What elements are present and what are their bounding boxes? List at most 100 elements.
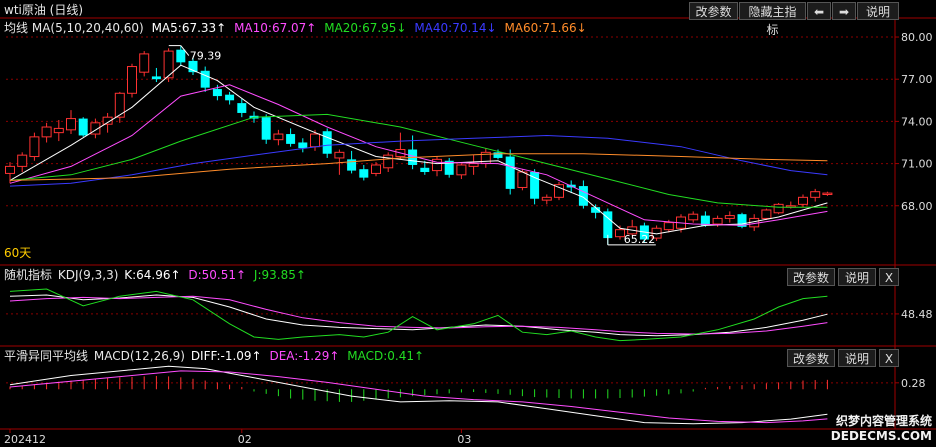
macd-help-button[interactable]: 说明 bbox=[838, 349, 876, 367]
kdj-d-value: D:50.51↑ bbox=[188, 268, 247, 282]
candle-body-up bbox=[615, 229, 625, 238]
candle-body-down bbox=[603, 211, 613, 239]
candle-body-up bbox=[29, 136, 40, 158]
candle-body-up bbox=[310, 133, 320, 148]
main-y-tick-label: 74.00 bbox=[901, 115, 933, 128]
candle-body-up bbox=[41, 126, 52, 138]
ma-legend: 均线 MA(5,10,20,40,60) MA5:67.33↑ MA10:67.… bbox=[4, 21, 587, 35]
line-ma60 bbox=[9, 153, 828, 181]
candle-body-up bbox=[773, 203, 784, 214]
high-price-label: 79.39 bbox=[190, 50, 222, 63]
kdj-modify-button[interactable]: 改参数 bbox=[787, 268, 835, 286]
candle-body-up bbox=[810, 191, 821, 198]
macd-y-tick-label: 0.28 bbox=[901, 377, 926, 390]
candle-body-up bbox=[66, 118, 76, 131]
ma-legend-params: MA(5,10,20,40,60) bbox=[31, 21, 144, 35]
candle-body-up bbox=[761, 209, 772, 219]
candle-body-up bbox=[5, 165, 15, 174]
candle-body-up bbox=[541, 196, 552, 201]
kdj-k-value: K:64.96↑ bbox=[124, 268, 181, 282]
candle-body-down bbox=[237, 103, 247, 113]
candle-body-up bbox=[517, 171, 528, 188]
kdj-line-k bbox=[9, 294, 828, 337]
macd-diff-value: DIFF:-1.09↑ bbox=[190, 349, 262, 363]
ma5-value: MA5:67.33↑ bbox=[151, 21, 227, 35]
ma10-value: MA10:67.07↑ bbox=[234, 21, 317, 35]
chart-title: wti原油 (日线) bbox=[4, 3, 84, 17]
candle-body-down bbox=[212, 89, 222, 97]
candle-body-up bbox=[53, 127, 64, 134]
macd-close-button[interactable]: X bbox=[879, 349, 899, 367]
candle-body-up bbox=[17, 154, 28, 167]
candle-body-up bbox=[114, 92, 125, 118]
main-y-tick-label: 68.00 bbox=[901, 200, 933, 213]
candle-body-up bbox=[554, 184, 564, 198]
candle-body-up bbox=[822, 192, 833, 196]
candle-body-down bbox=[286, 134, 296, 144]
candle-body-down bbox=[493, 152, 503, 158]
macd-line-diff bbox=[9, 365, 828, 425]
candle-body-up bbox=[102, 116, 113, 125]
candle-body-down bbox=[298, 142, 308, 149]
x-tick-label: 03 bbox=[457, 433, 471, 446]
x-tick-label: 202412 bbox=[4, 433, 46, 446]
ma40-value: MA40:70.14↓ bbox=[414, 21, 497, 35]
main-y-tick-label: 71.00 bbox=[901, 158, 933, 171]
line-ma5 bbox=[9, 64, 828, 235]
candle-body-up bbox=[468, 163, 479, 167]
candle-body-down bbox=[444, 160, 454, 175]
modify-params-button[interactable]: 改参数 bbox=[689, 2, 738, 20]
macd-histogram-value: MACD:0.41↑ bbox=[347, 349, 425, 363]
kdj-params: KDJ(9,3,3) bbox=[57, 268, 119, 282]
candle-body-up bbox=[334, 151, 345, 159]
kdj-help-button[interactable]: 说明 bbox=[838, 268, 876, 286]
candle-body-up bbox=[712, 217, 723, 225]
high-marker-leader bbox=[180, 45, 190, 56]
kdj-legend: 随机指标 KDJ(9,3,3) K:64.96↑ D:50.51↑ J:93.8… bbox=[4, 268, 306, 282]
scroll-left-button[interactable]: ⬅ bbox=[807, 2, 831, 20]
candle-body-down bbox=[591, 207, 601, 213]
macd-legend: 平滑异同平均线 MACD(12,26,9) DIFF:-1.09↑ DEA:-1… bbox=[4, 349, 424, 363]
candle-body-up bbox=[688, 213, 699, 221]
main-y-tick-label: 80.00 bbox=[901, 31, 933, 44]
candle-body-down bbox=[176, 49, 186, 63]
candle-body-up bbox=[383, 154, 394, 169]
ma20-value: MA20:67.95↓ bbox=[324, 21, 407, 35]
low-price-label: 65.22 bbox=[624, 233, 656, 246]
kdj-line-j bbox=[9, 288, 828, 342]
candle-body-up bbox=[90, 122, 101, 135]
candle-body-up bbox=[127, 66, 137, 94]
macd-params: MACD(12,26,9) bbox=[93, 349, 185, 363]
candle-body-down bbox=[359, 169, 369, 178]
candle-body-up bbox=[273, 133, 284, 141]
candle-body-up bbox=[163, 50, 174, 79]
candle-body-down bbox=[505, 156, 515, 189]
candle-body-down bbox=[261, 117, 271, 140]
macd-dea-value: DEA:-1.29↑ bbox=[269, 349, 340, 363]
macd-name: 平滑异同平均线 bbox=[4, 349, 89, 363]
x-tick-label: 02 bbox=[238, 433, 252, 446]
candle-body-up bbox=[432, 158, 442, 172]
candle-body-down bbox=[151, 76, 161, 80]
candle-body-down bbox=[200, 70, 210, 88]
main-y-tick-label: 77.00 bbox=[901, 73, 933, 86]
kdj-j-value: J:93.85↑ bbox=[253, 268, 306, 282]
candle-body-down bbox=[530, 172, 540, 199]
candle-body-down bbox=[78, 118, 88, 136]
hide-main-indicator-button[interactable]: 隐藏主指标 bbox=[739, 2, 806, 37]
kdj-y-tick-label: 48.48 bbox=[901, 308, 933, 321]
scroll-right-button[interactable]: ➡ bbox=[832, 2, 856, 20]
candle-body-down bbox=[578, 186, 588, 206]
ma60-value: MA60:71.66↓ bbox=[504, 21, 587, 35]
macd-modify-button[interactable]: 改参数 bbox=[787, 349, 835, 367]
line-ma40 bbox=[9, 134, 828, 187]
macd-line-dea bbox=[9, 370, 828, 424]
candle-body-down bbox=[737, 214, 747, 227]
kdj-close-button[interactable]: X bbox=[879, 268, 899, 286]
kdj-line-d bbox=[9, 295, 828, 335]
candle-body-down bbox=[420, 167, 430, 173]
candle-body-down bbox=[225, 94, 235, 101]
candle-body-down bbox=[322, 131, 332, 154]
help-button[interactable]: 说明 bbox=[857, 2, 899, 20]
